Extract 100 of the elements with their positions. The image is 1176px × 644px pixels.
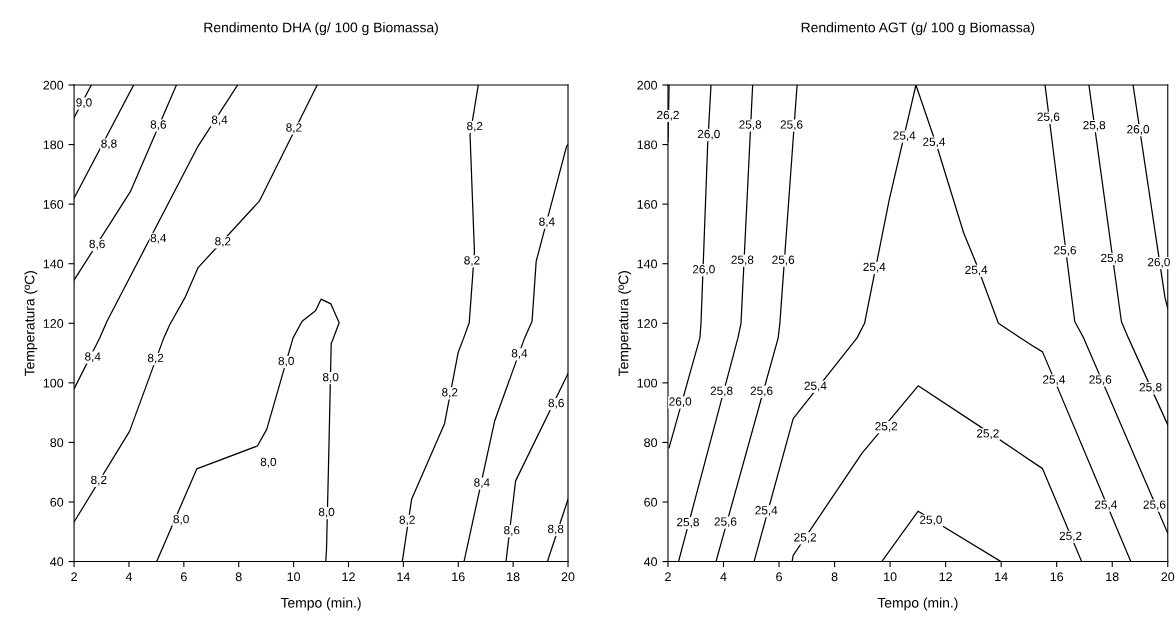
y-tick-label: 200 [43, 80, 64, 90]
annotation: 8,6 [89, 239, 105, 250]
annotation: 25,8 [710, 386, 733, 397]
annotation: 25,6 [1089, 375, 1112, 386]
annotation: 8,0 [260, 457, 277, 468]
y-tick-label: 120 [637, 319, 658, 328]
annotation: 25,6 [1143, 500, 1166, 511]
y-tick-label: 40 [643, 557, 658, 567]
annotation: 25,4 [863, 262, 886, 273]
annotation: 25,8 [739, 120, 762, 131]
chart-title: Rendimento AGT (g/ 100 g Biomassa) [801, 22, 1035, 36]
annotation: 8,6 [548, 398, 564, 409]
annotation: 25,6 [750, 386, 773, 397]
annotation: 25,8 [1083, 120, 1106, 131]
annotation: 8,2 [467, 121, 483, 132]
x-tick-label: 18 [1106, 572, 1119, 582]
x-tick-label: 8 [831, 572, 838, 582]
y-tick-label: 60 [644, 497, 658, 507]
x-tick-label: 16 [1050, 572, 1064, 582]
annotation: 8,4 [85, 352, 101, 363]
annotation: 8,0 [322, 372, 339, 383]
x-tick-label: 16 [452, 572, 465, 582]
chart-title: Rendimento DHA (g/ 100 g Biomassa) [204, 22, 438, 36]
y-tick-label: 160 [637, 199, 658, 209]
x-tick-label: 8 [235, 572, 242, 582]
annotation: 8,2 [215, 237, 231, 247]
annotation: 25,2 [976, 429, 999, 439]
annotation: 25,6 [780, 120, 803, 131]
annotation: 25,6 [1037, 112, 1060, 123]
annotation: 25,4 [1094, 500, 1117, 511]
x-tick-label: 20 [561, 572, 575, 582]
y-tick-label: 160 [43, 199, 64, 209]
x-tick-label: 2 [665, 572, 671, 582]
annotation: 8,8 [101, 139, 117, 150]
x-tick-label: 6 [776, 572, 782, 582]
x-axis-title: Tempo (min.) [877, 597, 958, 611]
annotation: 25,4 [965, 265, 988, 276]
annotation: 8,0 [173, 514, 189, 525]
annotation: 8,4 [539, 217, 555, 228]
y-axis-title: Temperatura (ºC) [24, 271, 38, 377]
annotation: 26,0 [697, 129, 720, 140]
y-tick-label: 100 [43, 378, 64, 388]
annotation: 25,6 [772, 255, 795, 266]
y-tick-label: 140 [43, 259, 64, 269]
annotation: 25,6 [714, 517, 737, 528]
y-tick-label: 100 [637, 378, 658, 388]
annotation: 25,8 [677, 517, 699, 528]
annotation: 25,2 [875, 422, 898, 432]
annotation: 8,6 [504, 526, 520, 536]
annotation: 25,2 [794, 533, 817, 543]
annotation: 8,4 [211, 115, 228, 126]
x-tick-label: 6 [181, 572, 187, 582]
annotation: 26,0 [692, 265, 715, 275]
x-tick-label: 2 [71, 572, 77, 582]
annotation: 25,4 [893, 131, 916, 142]
annotation: 8,6 [150, 120, 167, 131]
y-tick-label: 180 [43, 140, 64, 150]
annotation: 8,4 [150, 233, 167, 244]
annotation: 25,0 [920, 515, 942, 526]
x-tick-label: 10 [884, 572, 897, 582]
annotation: 25,4 [923, 137, 946, 148]
annotation: 8,0 [278, 356, 294, 367]
y-tick-label: 80 [644, 438, 658, 448]
annotation: 8,2 [442, 388, 458, 398]
annotation: 26,0 [669, 397, 692, 408]
y-axis-title: Temperatura (ºC) [618, 271, 632, 377]
annotation: 25,4 [804, 381, 827, 392]
annotation: 8,0 [318, 507, 335, 518]
annotation: 25,8 [731, 255, 754, 266]
annotation: 25,2 [1059, 531, 1082, 542]
x-tick-label: 18 [507, 572, 520, 582]
annotation: 8,2 [91, 475, 107, 486]
annotation: 25,8 [1139, 383, 1162, 393]
annotation: 9,0 [76, 98, 92, 109]
annotation: 26,0 [1147, 257, 1170, 268]
annotation: 8,4 [474, 478, 490, 489]
annotation: 25,8 [1101, 253, 1123, 264]
y-tick-label: 60 [50, 497, 64, 507]
annotation: 8,2 [286, 123, 302, 134]
annotation: 8,2 [147, 353, 164, 364]
y-tick-label: 40 [50, 557, 64, 567]
x-tick-label: 14 [995, 572, 1008, 582]
x-tick-label: 4 [125, 572, 133, 582]
y-tick-label: 140 [637, 259, 658, 269]
x-tick-label: 14 [397, 572, 410, 582]
x-tick-label: 10 [287, 572, 301, 582]
x-tick-label: 20 [1161, 572, 1175, 582]
annotation: 8,2 [464, 256, 480, 266]
x-tick-label: 12 [342, 572, 355, 582]
y-tick-label: 200 [637, 80, 658, 90]
y-tick-label: 180 [637, 140, 658, 150]
annotation: 25,4 [755, 506, 778, 516]
annotation: 26,0 [1127, 125, 1150, 135]
annotation: 8,4 [511, 349, 528, 359]
y-tick-label: 80 [50, 438, 64, 448]
annotation: 25,4 [1043, 375, 1066, 386]
annotation: 26,2 [657, 110, 679, 121]
annotation: 8,8 [547, 524, 564, 535]
annotation: 8,2 [399, 515, 415, 526]
x-tick-label: 12 [939, 572, 952, 582]
